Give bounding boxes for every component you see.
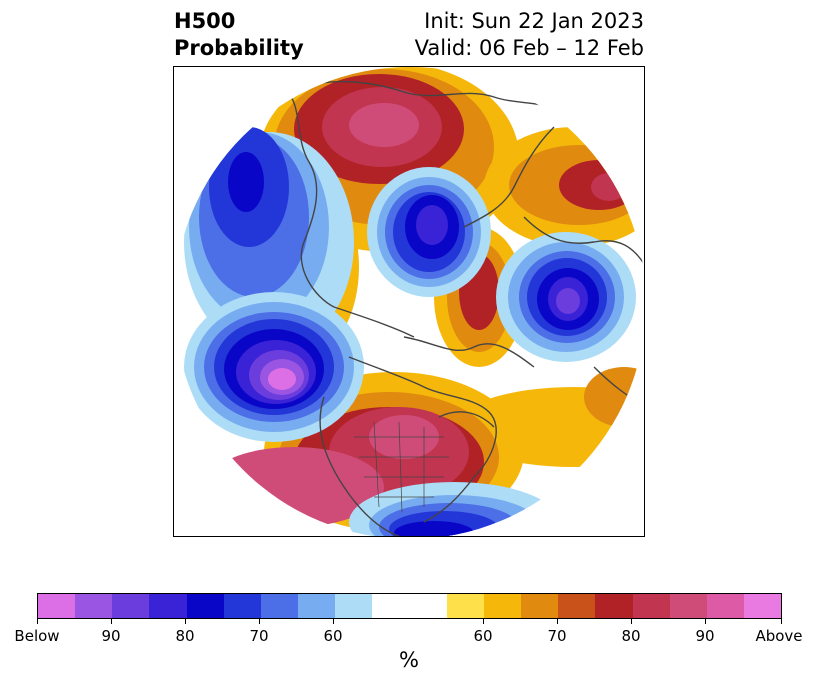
colorbar-tick [111, 618, 112, 624]
colorbar-segment [669, 594, 707, 618]
colorbar-segment [223, 594, 261, 618]
colorbar-segment [743, 594, 782, 618]
colorbar-unit: % [399, 648, 419, 672]
colorbar-segment [298, 594, 336, 618]
colorbar-tick [259, 618, 260, 624]
colorbar-tick [185, 618, 186, 624]
probability-map [173, 66, 645, 537]
colorbar-segment [706, 594, 744, 618]
colorbar-label: 90 [695, 627, 715, 645]
colorbar-segment [483, 594, 522, 618]
colorbar-label: 90 [101, 627, 121, 645]
colorbar-segment [372, 594, 410, 618]
state-borders [354, 421, 449, 513]
colorbar-segment [186, 594, 224, 618]
colorbar-tick [37, 618, 38, 624]
colorbar-tick [333, 618, 334, 624]
colorbar-segment [558, 594, 596, 618]
variable-title: H500 [174, 9, 236, 33]
valid-range: Valid: 06 Feb – 12 Feb [414, 36, 644, 60]
colorbar-segment [38, 594, 76, 618]
colorbar-label: Above [755, 627, 803, 645]
colorbar-tick [483, 618, 484, 624]
colorbar-segment [260, 594, 299, 618]
colorbar-segment [409, 594, 447, 618]
colorbar-label: 70 [547, 627, 567, 645]
colorbar-label: 70 [249, 627, 269, 645]
colorbar-segment [335, 594, 373, 618]
probability-title: Probability [174, 36, 304, 60]
below-anomaly-pacific [184, 292, 364, 442]
colorbar-segment [75, 594, 113, 618]
colorbar-segment [149, 594, 187, 618]
colorbar-label: Below [14, 627, 60, 645]
colorbar-segment [521, 594, 559, 618]
colorbar-label: 60 [473, 627, 493, 645]
colorbar-label: 80 [175, 627, 195, 645]
chart-title-left: H500 Probability [174, 8, 304, 62]
colorbar-tick [557, 618, 558, 624]
colorbar-segment [595, 594, 633, 618]
init-date: Init: Sun 22 Jan 2023 [424, 9, 644, 33]
forecast-field [174, 67, 644, 536]
colorbar-tick [781, 618, 782, 624]
below-anomaly-west [184, 127, 354, 352]
map-canvas [174, 67, 644, 536]
colorbar-segment [112, 594, 150, 618]
colorbar-tick [631, 618, 632, 624]
below-anomaly-arctic [367, 167, 491, 297]
below-anomaly-east [496, 232, 636, 362]
colorbar-label: 80 [621, 627, 641, 645]
colorbar-label: 60 [323, 627, 343, 645]
colorbar-segment [632, 594, 670, 618]
colorbar-tick [705, 618, 706, 624]
colorbar [37, 593, 782, 619]
colorbar-segment [446, 594, 484, 618]
chart-title-right: Init: Sun 22 Jan 2023 Valid: 06 Feb – 12… [415, 8, 644, 62]
